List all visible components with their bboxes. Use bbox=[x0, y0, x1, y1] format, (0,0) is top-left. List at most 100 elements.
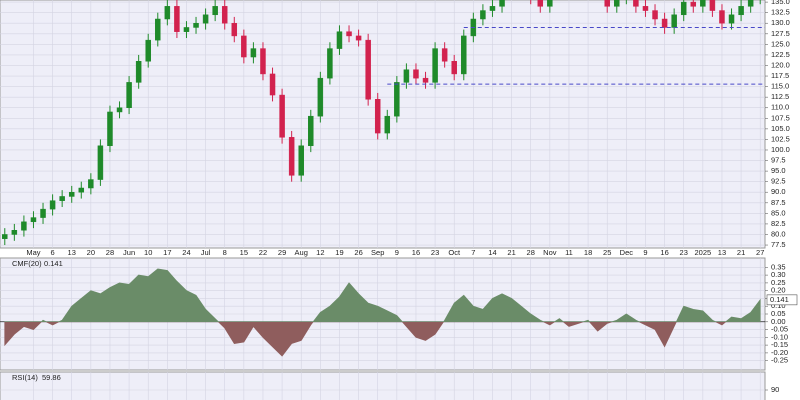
candle-body bbox=[164, 6, 171, 20]
candle-body bbox=[68, 191, 75, 197]
candle-body bbox=[269, 73, 276, 96]
y-tick-label: 132.5 bbox=[771, 8, 790, 17]
candle-body bbox=[145, 39, 151, 62]
y-tick-label: -0.25 bbox=[771, 356, 788, 365]
y-tick-label: 87.5 bbox=[771, 198, 786, 207]
candle-body bbox=[432, 48, 438, 83]
candle-body bbox=[308, 115, 314, 147]
candle-body bbox=[719, 10, 725, 24]
candle-body bbox=[384, 115, 391, 134]
x-tick-label: 16 bbox=[660, 248, 668, 257]
candle-body bbox=[738, 6, 744, 16]
y-tick-label: 107.5 bbox=[771, 113, 790, 122]
y-tick-label: 130.0 bbox=[771, 18, 790, 27]
candle-body bbox=[135, 61, 142, 83]
y-tick-label: 82.5 bbox=[771, 219, 786, 228]
y-tick-label: 95.0 bbox=[771, 166, 786, 175]
x-tick-label: 18 bbox=[584, 248, 592, 257]
rsi-panel bbox=[0, 371, 766, 400]
x-tick-label: 9 bbox=[643, 248, 647, 257]
candle-body bbox=[2, 234, 8, 239]
panel-value: 0.141 bbox=[44, 259, 63, 268]
candle-body bbox=[413, 69, 419, 79]
candle-body bbox=[221, 6, 228, 24]
candle-body bbox=[671, 14, 677, 28]
x-tick-label: 10 bbox=[144, 248, 152, 257]
x-tick-label: Sep bbox=[371, 248, 384, 257]
x-tick-label: 8 bbox=[223, 248, 227, 257]
y-tick-label: 115.0 bbox=[771, 82, 789, 91]
candle-body bbox=[441, 48, 448, 62]
candle-body bbox=[174, 6, 180, 32]
y-tick-label: 105.0 bbox=[771, 124, 790, 133]
y-tick-label: 0.30 bbox=[771, 270, 786, 279]
candle-body bbox=[250, 48, 257, 58]
price-plot bbox=[2, 0, 765, 246]
x-tick-label: 25 bbox=[603, 248, 611, 257]
y-tick-label: 100.0 bbox=[771, 145, 790, 154]
candle-body bbox=[107, 111, 113, 147]
candle-body bbox=[700, 0, 706, 7]
y-tick-label: 0.20 bbox=[771, 286, 786, 295]
candle-body bbox=[279, 94, 285, 138]
candle-body bbox=[212, 6, 218, 16]
x-tick-label: Aug bbox=[295, 248, 308, 257]
y-tick-label: 110.0 bbox=[771, 103, 789, 112]
x-tick-label: 24 bbox=[182, 248, 190, 257]
x-tick-label: 13 bbox=[718, 248, 726, 257]
candle-body bbox=[355, 35, 362, 41]
y-tick-label: 97.5 bbox=[771, 156, 786, 165]
x-tick-label: 21 bbox=[737, 248, 745, 257]
x-tick-label: 26 bbox=[354, 248, 362, 257]
y-tick-label: 120.0 bbox=[771, 60, 790, 69]
x-tick-label: 11 bbox=[565, 248, 573, 257]
y-tick-label: 127.5 bbox=[771, 29, 790, 38]
candle-body bbox=[652, 10, 658, 20]
y-tick-label: -0.15 bbox=[771, 340, 788, 349]
x-tick-label: 22 bbox=[259, 248, 267, 257]
y-tick-label: 77.5 bbox=[771, 240, 786, 249]
candle-body bbox=[680, 1, 687, 16]
candle-body bbox=[451, 61, 457, 75]
panel-value: 59.86 bbox=[42, 373, 61, 382]
x-tick-label: 13 bbox=[68, 248, 76, 257]
last-value: 0.141 bbox=[770, 295, 789, 304]
x-tick-label: 19 bbox=[335, 248, 343, 257]
cmf-plot bbox=[4, 268, 761, 357]
candle-body bbox=[374, 99, 381, 134]
candle-body bbox=[126, 82, 132, 108]
x-tick-label: 29 bbox=[278, 248, 286, 257]
price-panel bbox=[0, 0, 766, 249]
candle-body bbox=[365, 39, 371, 100]
y-tick-label: 0.10 bbox=[771, 301, 786, 310]
candle-body bbox=[633, 0, 639, 7]
candle-body bbox=[30, 217, 37, 223]
candle-body bbox=[21, 221, 27, 231]
x-tick-label: Dec bbox=[620, 248, 634, 257]
x-tick-label: Jun bbox=[123, 248, 135, 257]
candle-body bbox=[49, 200, 56, 210]
candle-body bbox=[11, 230, 18, 235]
candle-body bbox=[288, 137, 295, 176]
candle-body bbox=[604, 0, 610, 7]
candle-body bbox=[88, 179, 94, 189]
candle-body bbox=[747, 0, 754, 7]
y-tick-label: -0.10 bbox=[771, 332, 788, 341]
x-tick-label: 21 bbox=[507, 248, 515, 257]
candle-body bbox=[155, 18, 161, 41]
candle-body bbox=[403, 69, 410, 83]
x-tick-label: 20 bbox=[87, 248, 95, 257]
candle-body bbox=[59, 196, 65, 201]
candle-body bbox=[40, 208, 46, 218]
candle-body bbox=[422, 77, 429, 83]
y-tick-label: 0.25 bbox=[771, 278, 786, 287]
candle-body bbox=[547, 0, 553, 7]
candle-body bbox=[728, 14, 735, 24]
candle-body bbox=[183, 27, 190, 32]
x-tick-label: 15 bbox=[240, 248, 248, 257]
y-tick-label: 112.5 bbox=[771, 92, 789, 101]
panel-label: CMF(20) bbox=[12, 259, 42, 268]
x-tick-label: 16 bbox=[412, 248, 420, 257]
candle-body bbox=[661, 18, 668, 28]
